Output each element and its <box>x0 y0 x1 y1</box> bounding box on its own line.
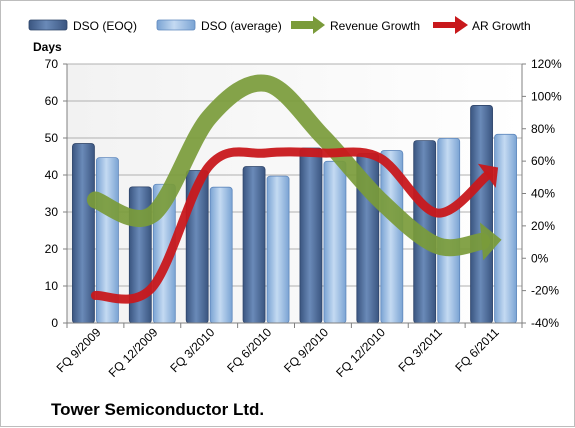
legend: DSO (EOQ) DSO (average) Revenue Growth A… <box>28 16 531 34</box>
ar-growth-arrowhead <box>477 163 499 188</box>
legend-item-revenue-growth: Revenue Growth <box>291 16 420 34</box>
y-axis-title: Days <box>33 40 62 54</box>
x-tick-label: FQ 3/2010 <box>167 325 217 375</box>
x-tick-label: FQ 12/2009 <box>106 325 161 380</box>
legend-item-ar-growth: AR Growth <box>433 16 531 34</box>
x-tick-label: FQ 9/2009 <box>54 325 104 375</box>
y-tick-label: 40 <box>45 168 59 182</box>
x-tick-label: FQ 12/2010 <box>333 325 388 380</box>
bar-dso-eoq <box>299 147 323 324</box>
red-arrow-icon <box>433 16 468 34</box>
y2-tick-label: -40% <box>531 316 559 330</box>
y2-tick-label: 60% <box>531 154 555 168</box>
bar-dso-average <box>323 160 347 324</box>
y-tick-label: 70 <box>45 57 59 71</box>
y2-tick-label: 40% <box>531 187 555 201</box>
x-axis-ticks: FQ 9/2009 FQ 12/2009 FQ 3/2010 FQ 6/2010 FQ … <box>54 325 502 380</box>
y-tick-label: 20 <box>45 242 59 256</box>
green-arrow-icon <box>291 16 325 34</box>
legend-label: Revenue Growth <box>330 19 420 33</box>
x-tick-label: FQ 9/2010 <box>281 325 331 375</box>
growth-lines <box>86 74 502 304</box>
x-tick-label: FQ 6/2011 <box>452 325 502 375</box>
x-tick-label: FQ 6/2010 <box>224 325 274 375</box>
legend-label: DSO (average) <box>201 19 282 33</box>
y-tick-label: 50 <box>45 131 59 145</box>
revenue-growth-line <box>86 74 491 257</box>
y2-tick-label: 20% <box>531 219 555 233</box>
y2-tick-label: 100% <box>531 89 562 103</box>
y2-tick-label: 80% <box>531 122 555 136</box>
company-name: Tower Semiconductor Ltd. <box>51 400 264 419</box>
left-axis-ticks: 0 10 20 30 40 50 60 70 <box>45 57 67 330</box>
bar-dso-eoq <box>470 105 493 324</box>
y2-tick-label: 120% <box>531 57 562 71</box>
y-tick-label: 30 <box>45 205 59 219</box>
y2-tick-label: 0% <box>531 251 549 265</box>
revenue-growth-arrowhead <box>479 222 502 261</box>
bar-dso-eoq <box>242 166 266 324</box>
legend-label: DSO (EOQ) <box>73 19 137 33</box>
legend-item-dso-eoq: DSO (EOQ) <box>28 19 137 33</box>
y-tick-label: 0 <box>51 316 58 330</box>
legend-item-dso-average: DSO (average) <box>156 19 282 33</box>
ar-growth-line <box>90 147 492 304</box>
x-tick-label: FQ 3/2011 <box>395 325 445 375</box>
bar-dso-average <box>494 133 517 324</box>
bar-dso-average <box>209 186 233 324</box>
y-tick-label: 60 <box>45 94 59 108</box>
right-axis-ticks: -40% -20% 0% 20% 40% 60% 80% 100% 120% <box>522 57 562 330</box>
y-tick-label: 10 <box>45 279 59 293</box>
bar-dso-average <box>437 137 461 324</box>
legend-label: AR Growth <box>472 19 531 33</box>
y2-tick-label: -20% <box>531 284 559 298</box>
bar-dso-average <box>266 175 290 324</box>
